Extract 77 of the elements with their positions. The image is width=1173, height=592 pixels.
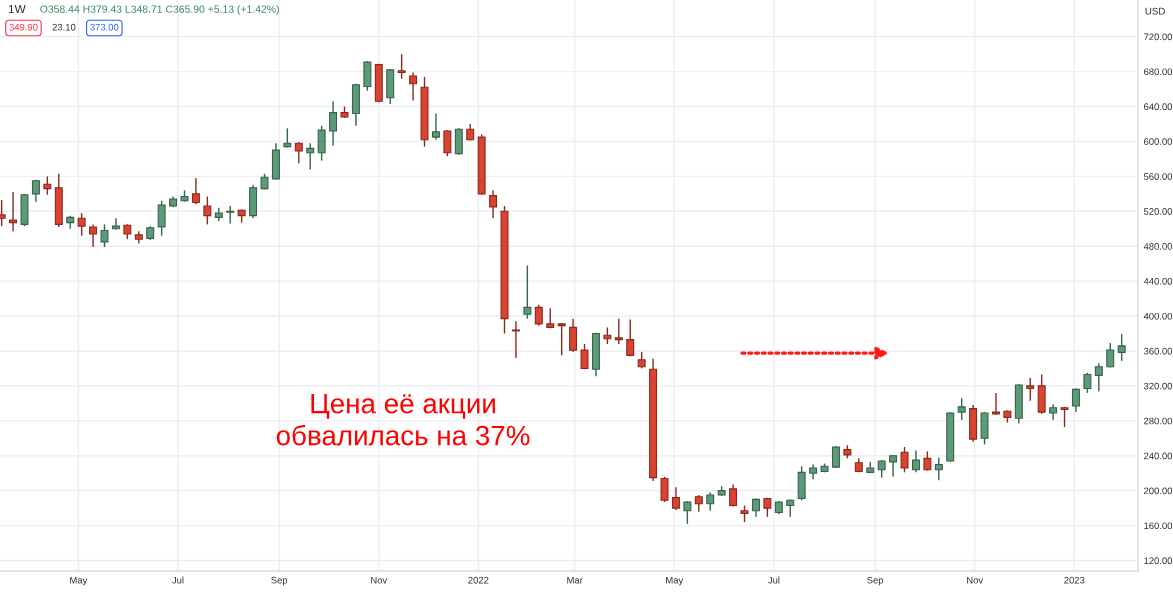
y-tick-label: 400.00 — [1143, 312, 1173, 320]
candlestick — [89, 223, 98, 248]
chart-subtitle: O358.44 H379.43 L348.71 C365.90 +5.13 (+1.42%) — [40, 5, 279, 15]
x-tick-label: 2023 — [1064, 576, 1085, 584]
x-tick-label: Jul — [768, 576, 780, 584]
candlestick — [934, 456, 943, 481]
candlestick — [409, 71, 418, 102]
candlestick — [431, 112, 440, 141]
candlestick — [100, 223, 109, 248]
y-tick-label: 600.00 — [1144, 138, 1173, 145]
candlestick — [489, 189, 498, 219]
candlestick — [157, 200, 166, 237]
candlestick — [671, 486, 680, 511]
candlestick — [111, 217, 120, 231]
candlestick — [957, 397, 966, 421]
y-tick-label: 120.00 — [1144, 557, 1173, 565]
y-tick-label: 720.00 — [1144, 33, 1173, 41]
y-tick-label: 160.00 — [1144, 522, 1173, 530]
y-axis-title: USD — [1145, 7, 1165, 15]
candlestick — [900, 446, 909, 474]
candlestick — [534, 304, 543, 327]
x-tick-label: Nov — [371, 576, 388, 584]
x-tick-label: Nov — [967, 576, 984, 584]
candlestick — [317, 125, 326, 162]
candlestick — [626, 318, 635, 357]
candlestick — [397, 53, 406, 80]
candlestick — [683, 500, 692, 525]
candlestick — [523, 264, 532, 320]
candlestick — [443, 129, 452, 157]
candlestick — [706, 491, 715, 512]
y-tick-label: 520.00 — [1143, 208, 1173, 215]
annotation: Цена её акции обвалилась на 37% — [276, 394, 530, 446]
candlestick — [1026, 377, 1035, 402]
candlestick — [77, 212, 86, 237]
candlestick — [1083, 372, 1092, 394]
y-tick-label: 680.00 — [1144, 68, 1173, 76]
candlestick — [191, 177, 200, 205]
y-tick-label: 280.00 — [1144, 417, 1173, 425]
candlestick — [294, 141, 303, 164]
candlestick — [1094, 362, 1103, 392]
candlestick — [329, 100, 338, 147]
y-tick-label: 440.00 — [1143, 277, 1173, 285]
annotation: 23.10 — [52, 23, 76, 31]
annotation: 349.90 — [9, 23, 38, 31]
candlestick — [1117, 333, 1126, 362]
x-tick-label: May — [70, 576, 88, 586]
candlestick — [569, 317, 578, 353]
y-tick-label: 200.00 — [1144, 487, 1173, 495]
y-tick-label: 360.00 — [1143, 347, 1173, 355]
y-tick-label: 240.00 — [1144, 452, 1173, 460]
x-tick-label: Sep — [271, 576, 288, 586]
candlestick — [203, 195, 212, 226]
y-tick-label: 640.00 — [1144, 103, 1173, 111]
candlestick — [660, 476, 669, 503]
candlestick — [306, 142, 315, 171]
candlestick — [1106, 342, 1115, 369]
candlestick — [614, 317, 623, 345]
y-tick-label: 480.00 — [1143, 243, 1173, 250]
candlestick — [831, 445, 840, 469]
y-tick-label: 320.00 — [1143, 382, 1173, 390]
candlestick — [511, 320, 520, 359]
x-tick-label: Jul — [172, 576, 184, 584]
candlestick — [557, 322, 566, 357]
candlestick — [923, 450, 932, 472]
candlestick — [43, 175, 52, 196]
candlestick — [580, 343, 589, 371]
chart-title: 1W — [8, 4, 26, 14]
candlestick — [991, 392, 1000, 416]
x-tick-label: May — [666, 576, 684, 586]
candlestick — [911, 449, 920, 474]
y-tick-label: 560.00 — [1143, 173, 1173, 180]
candlestick — [283, 127, 292, 149]
candlestick — [9, 191, 18, 233]
x-tick-label: 2022 — [468, 576, 489, 584]
x-tick-label: Sep — [867, 576, 884, 586]
x-tick-label: Mar — [567, 576, 583, 584]
annotation: 373.00 — [90, 23, 119, 31]
